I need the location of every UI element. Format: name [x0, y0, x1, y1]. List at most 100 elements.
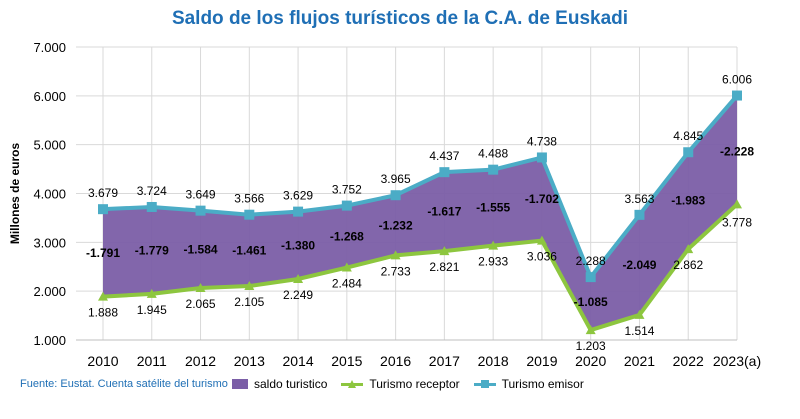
saldo-data-label: -1.555 [476, 201, 510, 215]
x-tick-label: 2021 [624, 353, 655, 369]
emisor-data-label: 3.566 [234, 192, 264, 206]
x-tick-label: 2010 [87, 353, 118, 369]
saldo-data-label: -1.380 [281, 238, 315, 252]
receptor-point [293, 274, 304, 284]
emisor-point [439, 167, 450, 178]
emisor-data-label: 3.563 [624, 192, 654, 206]
receptor-data-label: 3.778 [722, 215, 752, 229]
receptor-point [146, 288, 157, 298]
receptor-data-label: 2.862 [673, 258, 703, 272]
receptor-data-label: 2.733 [381, 264, 411, 278]
x-tick-label: 2018 [478, 353, 509, 369]
saldo-data-label: -1.791 [86, 246, 120, 260]
emisor-line [102, 94, 739, 282]
emisor-point [390, 190, 401, 201]
emisor-data-label: 3.679 [88, 186, 118, 200]
emisor-point [293, 206, 304, 217]
emisor-data-label: 3.649 [186, 188, 216, 202]
source-note: Fuente: Eustat. Cuenta satélite del turi… [20, 378, 228, 390]
x-tick-label: 2020 [575, 353, 606, 369]
emisor-data-label: 3.965 [381, 172, 411, 186]
legend-label-receptor: Turismo receptor [369, 377, 460, 391]
receptor-line [102, 202, 739, 333]
emisor-point [488, 164, 499, 175]
emisor-data-label: 6.006 [722, 73, 752, 87]
emisor-point [732, 90, 742, 101]
emisor-data-label: 3.752 [332, 183, 362, 197]
receptor-point [536, 235, 547, 245]
saldo-data-label: -1.268 [330, 230, 364, 244]
legend-label-saldo: saldo turistico [254, 377, 328, 391]
saldo-data-label: -2.049 [622, 258, 656, 272]
receptor-point [732, 199, 742, 209]
receptor-data-label: 1.514 [624, 324, 654, 338]
y-tick-label: 7.000 [33, 40, 66, 55]
receptor-data-label: 2.105 [234, 295, 264, 309]
y-tick-label: 6.000 [33, 89, 66, 104]
emisor-point [98, 204, 108, 215]
emisor-data-label: 3.724 [137, 184, 167, 198]
emisor-point [195, 205, 206, 216]
x-tick-label: 2011 [137, 353, 167, 369]
receptor-point [439, 246, 450, 256]
y-tick-label: 1.000 [33, 333, 66, 348]
receptor-data-label: 2.249 [283, 288, 313, 302]
saldo-data-label: -1.461 [232, 243, 266, 257]
saldo-data-label: -1.983 [671, 194, 705, 208]
saldo-data-label: -1.779 [135, 243, 169, 257]
x-tick-label: 2023(a) [713, 353, 761, 369]
emisor-point [683, 147, 694, 158]
receptor-point [244, 281, 255, 291]
legend-item-receptor: Turismo receptor [341, 377, 460, 391]
receptor-data-label: 2.933 [478, 255, 508, 269]
legend-item-emisor: Turismo emisor [473, 377, 584, 391]
saldo-data-label: -1.085 [574, 295, 608, 309]
receptor-data-label: 3.036 [527, 250, 557, 264]
x-tick-label: 2014 [282, 353, 313, 369]
saldo-data-label: -1.584 [184, 242, 218, 256]
emisor-data-label: 4.738 [527, 134, 557, 148]
emisor-point [585, 272, 596, 283]
saldo-data-label: -1.702 [525, 192, 559, 206]
receptor-data-label: 1.888 [88, 306, 118, 320]
legend: saldo turistico Turismo receptor Turismo… [232, 377, 598, 391]
x-tick-label: 2019 [526, 353, 557, 369]
receptor-data-label: 2.484 [332, 277, 362, 291]
x-tick-label: 2015 [331, 353, 362, 369]
receptor-point [585, 325, 596, 335]
legend-item-saldo: saldo turistico [232, 377, 327, 391]
y-axis-label: Millones de euros [8, 142, 22, 244]
legend-swatch-emisor [473, 379, 496, 389]
y-tick-label: 3.000 [33, 235, 66, 250]
emisor-point [536, 152, 547, 163]
y-tick-label: 5.000 [33, 138, 66, 153]
legend-swatch-receptor [341, 379, 364, 389]
receptor-point [683, 244, 694, 254]
emisor-data-label: 4.488 [478, 147, 508, 161]
receptor-point [195, 282, 206, 292]
emisor-data-label: 4.845 [673, 129, 703, 143]
emisor-data-label: 3.629 [283, 189, 313, 203]
x-tick-label: 2012 [185, 353, 216, 369]
emisor-data-label: 4.437 [429, 149, 459, 163]
legend-swatch-saldo [232, 379, 248, 389]
saldo-data-label: -2.228 [720, 145, 754, 159]
saldo-data-label: -1.617 [427, 205, 461, 219]
receptor-point [634, 309, 645, 319]
legend-label-emisor: Turismo emisor [501, 377, 584, 391]
saldo-area [103, 95, 737, 331]
receptor-point [98, 291, 108, 301]
receptor-point [390, 250, 401, 260]
emisor-point [341, 200, 352, 211]
x-tick-label: 2016 [380, 353, 411, 369]
x-tick-label: 2022 [673, 353, 704, 369]
emisor-data-label: 2.288 [576, 254, 606, 268]
y-tick-label: 4.000 [33, 187, 66, 202]
emisor-point [146, 201, 157, 212]
x-tick-label: 2017 [429, 353, 460, 369]
chart-title: Saldo de los flujos turísticos de la C.A… [171, 8, 629, 29]
receptor-data-label: 2.065 [186, 297, 216, 311]
saldo-data-label: -1.232 [379, 218, 413, 232]
